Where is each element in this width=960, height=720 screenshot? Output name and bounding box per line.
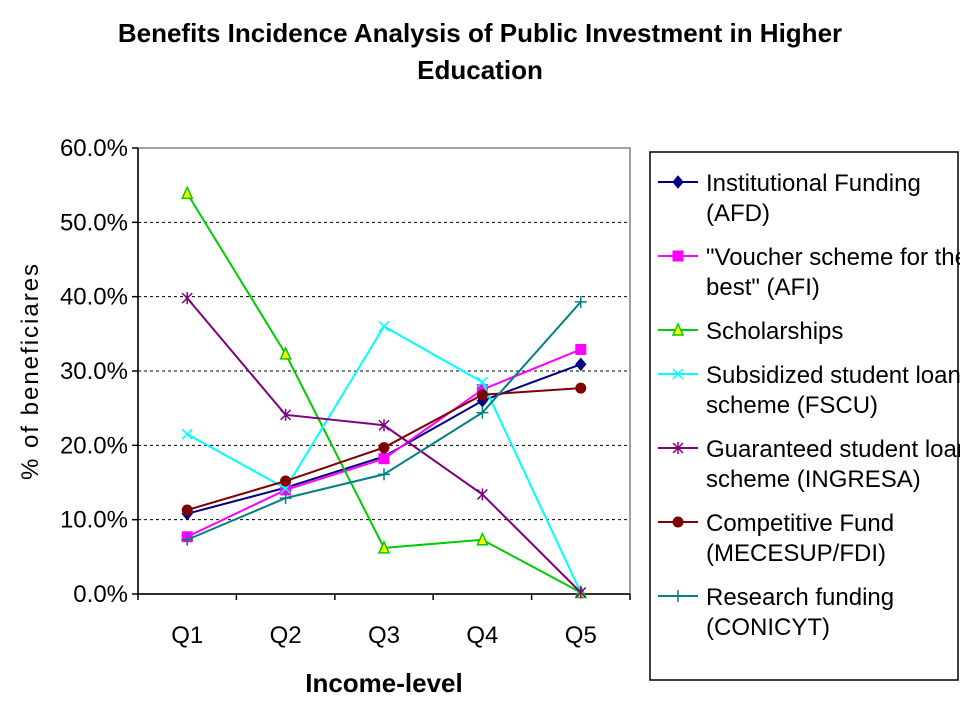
data-point — [575, 586, 587, 599]
legend-label: scheme (FSCU) — [706, 392, 878, 419]
legend-label: "Voucher scheme for the — [706, 244, 960, 271]
data-point — [181, 504, 193, 516]
x-tick-label: Q1 — [171, 622, 203, 649]
legend-swatch-marker — [672, 590, 684, 602]
x-tick-label: Q4 — [466, 622, 498, 649]
legend-label: Competitive Fund — [706, 510, 894, 537]
legend-swatch-marker — [672, 368, 684, 380]
data-point — [378, 320, 390, 332]
legend-item: Subsidized student loan scheme (FSCU) — [658, 362, 960, 419]
legend-swatch-marker — [671, 322, 685, 336]
y-tick-label: 50.0% — [60, 209, 128, 236]
data-point — [279, 346, 292, 360]
legend-item: Scholarships — [658, 318, 843, 345]
data-point — [378, 442, 390, 454]
y-axis-title: % of beneficiares — [17, 262, 44, 480]
legend-label: (AFD) — [706, 200, 770, 227]
data-point — [181, 185, 194, 200]
y-tick-label: 60.0% — [60, 135, 128, 162]
data-point — [476, 389, 488, 401]
data-point — [377, 540, 391, 554]
legend-label: (CONICYT) — [706, 614, 830, 641]
data-point — [575, 357, 587, 372]
legend-label: best" (AFI) — [706, 274, 820, 301]
data-point — [574, 295, 587, 308]
legend-swatch-marker — [672, 516, 684, 528]
legend-item: "Voucher scheme for the best" (AFI) — [658, 244, 960, 301]
series-line — [186, 363, 582, 515]
legend-label: Scholarships — [706, 318, 843, 345]
legend-label: Institutional Funding — [706, 170, 921, 197]
chart-title-line-1: Benefits Incidence Analysis of Public In… — [117, 18, 843, 48]
data-point — [181, 292, 193, 305]
legend-swatch-marker — [672, 442, 684, 454]
data-point — [181, 428, 193, 440]
legend-label: Subsidized student loan — [706, 362, 960, 389]
chart-title-line-2: Education — [417, 55, 543, 85]
x-axis-title: Income-level — [305, 668, 463, 698]
series-0 — [181, 357, 587, 521]
legend-label: (MECESUP/FDI) — [706, 540, 886, 567]
legend-item: Guaranteed student loan scheme (INGRESA) — [658, 436, 960, 493]
data-point — [280, 475, 292, 487]
data-point — [280, 408, 292, 421]
legend-label: Research funding — [706, 584, 894, 611]
y-tick-label: 30.0% — [60, 358, 128, 385]
data-point — [378, 453, 390, 465]
legend: Institutional Funding (AFD) "Voucher schem… — [649, 151, 960, 681]
x-tick-label: Q5 — [565, 622, 597, 649]
data-point — [575, 343, 587, 355]
x-tick-label: Q2 — [270, 622, 302, 649]
legend-item: Institutional Funding (AFD) — [658, 170, 921, 227]
data-point — [476, 406, 489, 419]
legend-swatch-marker — [672, 250, 684, 262]
data-point — [575, 382, 587, 394]
legend-label: scheme (INGRESA) — [706, 466, 921, 493]
data-point — [476, 488, 488, 501]
legend-box — [649, 151, 959, 681]
y-tick-label: 0.0% — [73, 581, 128, 608]
y-tick-label: 20.0% — [60, 432, 128, 459]
data-point — [378, 419, 390, 432]
legend-label: Guaranteed student loan — [706, 436, 960, 463]
data-point — [279, 492, 292, 505]
data-point — [181, 533, 194, 546]
series-6 — [181, 295, 587, 546]
data-point — [476, 376, 488, 388]
y-tick-label: 40.0% — [60, 284, 128, 311]
legend-item: Research funding (CONICYT) — [658, 584, 894, 641]
data-point — [378, 468, 390, 481]
y-tick-label: 10.0% — [60, 507, 128, 534]
series-5 — [181, 382, 587, 516]
series-4 — [181, 292, 587, 599]
data-point — [476, 531, 489, 546]
legend-item: Competitive Fund (MECESUP/FDI) — [658, 510, 894, 567]
legend-swatch-marker — [672, 175, 684, 189]
x-tick-label: Q3 — [368, 622, 400, 649]
